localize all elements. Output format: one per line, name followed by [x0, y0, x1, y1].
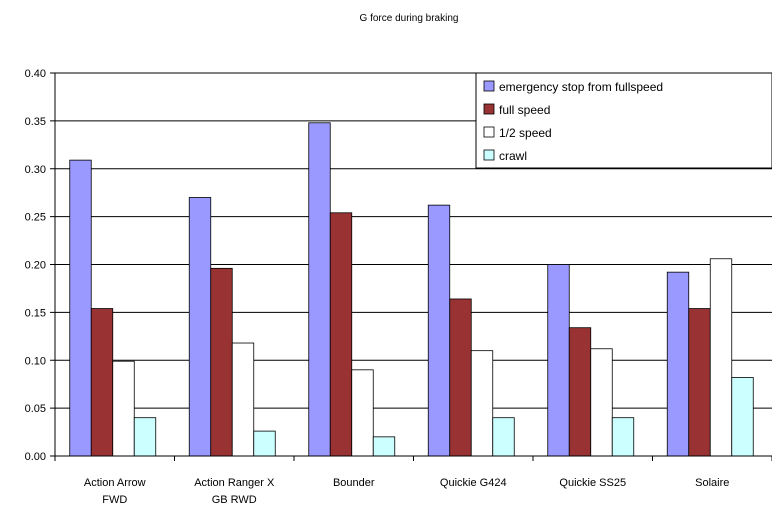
- x-category-label: Bounder: [333, 477, 375, 489]
- y-tick-label: 0.25: [25, 212, 46, 224]
- bar-full-speed: [329, 212, 353, 457]
- bar-emergency-stop-from-fullspeed: [69, 159, 92, 457]
- bar-crawl: [372, 436, 396, 457]
- y-tick-label: 0.40: [25, 68, 46, 80]
- bar-1-2-speed: [709, 258, 733, 457]
- category-labels: Action Arrow FWD Action Ranger X GB RWD Boun…: [84, 477, 730, 505]
- bar-emergency-stop-from-fullspeed: [666, 271, 690, 457]
- y-tick-label: 0.10: [25, 355, 46, 367]
- legend-swatch: [483, 80, 495, 92]
- bar-full-speed: [688, 308, 711, 457]
- legend-label: full speed: [499, 103, 550, 117]
- chart-title: G force during braking: [360, 13, 459, 24]
- y-tick-label: 0.20: [25, 260, 46, 272]
- legend-label: 1/2 speed: [499, 126, 552, 140]
- y-tick-label: 0.30: [25, 164, 46, 176]
- x-category-label: Quickie G424: [440, 477, 507, 489]
- bar-emergency-stop-from-fullspeed: [427, 204, 451, 457]
- bar-1-2-speed: [590, 348, 613, 457]
- x-category-label: Action Ranger X GB RWD: [194, 477, 275, 505]
- bar-1-2-speed: [112, 360, 135, 457]
- bar-1-2-speed: [351, 369, 374, 457]
- bar-1-2-speed: [470, 350, 494, 457]
- legend-label: emergency stop from fullspeed: [499, 80, 663, 94]
- axes: [54, 73, 772, 461]
- y-tick-label: 0.05: [25, 403, 46, 415]
- bar-emergency-stop-from-fullspeed: [308, 122, 331, 457]
- bar-full-speed: [449, 298, 472, 457]
- bar-crawl: [492, 417, 515, 457]
- bar-crawl: [133, 417, 157, 457]
- bar-crawl: [731, 377, 754, 457]
- legend: emergency stop from fullspeed full speed 1…: [475, 72, 772, 169]
- bar-full-speed: [90, 308, 114, 457]
- legend-swatch: [483, 149, 495, 161]
- bar-full-speed: [210, 267, 233, 457]
- legend-label: crawl: [499, 149, 527, 163]
- bar-emergency-stop-from-fullspeed: [547, 264, 570, 457]
- legend-swatch: [483, 126, 495, 138]
- legend-box: [475, 72, 772, 169]
- y-tick-label: 0.35: [25, 116, 46, 128]
- x-category-label: Solaire: [695, 477, 729, 489]
- bar-emergency-stop-from-fullspeed: [188, 197, 212, 457]
- y-tick-label: 0.00: [25, 451, 46, 463]
- bar-crawl: [611, 417, 635, 457]
- gridlines: [55, 72, 772, 409]
- y-axis-ticks: 0.00 0.05 0.10 0.15 0.20 0.25 0.30 0.35 0.40: [25, 68, 55, 463]
- x-category-label: Action Arrow FWD: [84, 477, 146, 505]
- x-category-label: Quickie SS25: [559, 477, 626, 489]
- legend-swatch: [483, 103, 495, 115]
- bar-crawl: [253, 430, 276, 457]
- bars: [69, 122, 754, 457]
- bar-full-speed: [568, 327, 592, 457]
- y-tick-label: 0.15: [25, 307, 46, 319]
- bar-1-2-speed: [231, 342, 255, 457]
